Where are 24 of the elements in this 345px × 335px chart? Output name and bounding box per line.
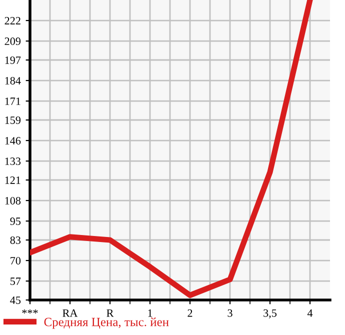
- y-tick-label: 45: [10, 296, 21, 304]
- x-tick-label: 3: [228, 309, 232, 317]
- x-tick-label: 3,5: [264, 309, 277, 318]
- y-tick-label: 57: [10, 278, 21, 286]
- y-tick-label: 197: [5, 56, 21, 64]
- y-tick-label: 70: [10, 256, 21, 264]
- y-tick-label: 133: [5, 158, 21, 166]
- x-tick-label: 4: [307, 309, 313, 317]
- x-tick-label: 2: [188, 309, 192, 317]
- x-tick-label: R: [106, 309, 114, 317]
- y-tick-label: 159: [5, 116, 21, 124]
- y-tick-label: 108: [5, 196, 21, 204]
- x-tick-label: ***: [22, 309, 38, 314]
- y-tick-label: 222: [4, 17, 20, 24]
- y-tick-label: 121: [5, 176, 20, 184]
- y-tick-label: 209: [4, 38, 21, 46]
- y-tick-label: 83: [10, 236, 21, 244]
- x-tick-label: 1: [148, 309, 152, 317]
- y-tick-label: 146: [5, 137, 21, 144]
- legend-label: Средняя Цена, тыс. йен: [44, 318, 169, 329]
- y-tick-label: 95: [10, 218, 21, 226]
- y-tick-label: 184: [5, 76, 21, 84]
- x-tick-label: RA: [62, 309, 78, 317]
- y-tick-label: 171: [5, 98, 20, 105]
